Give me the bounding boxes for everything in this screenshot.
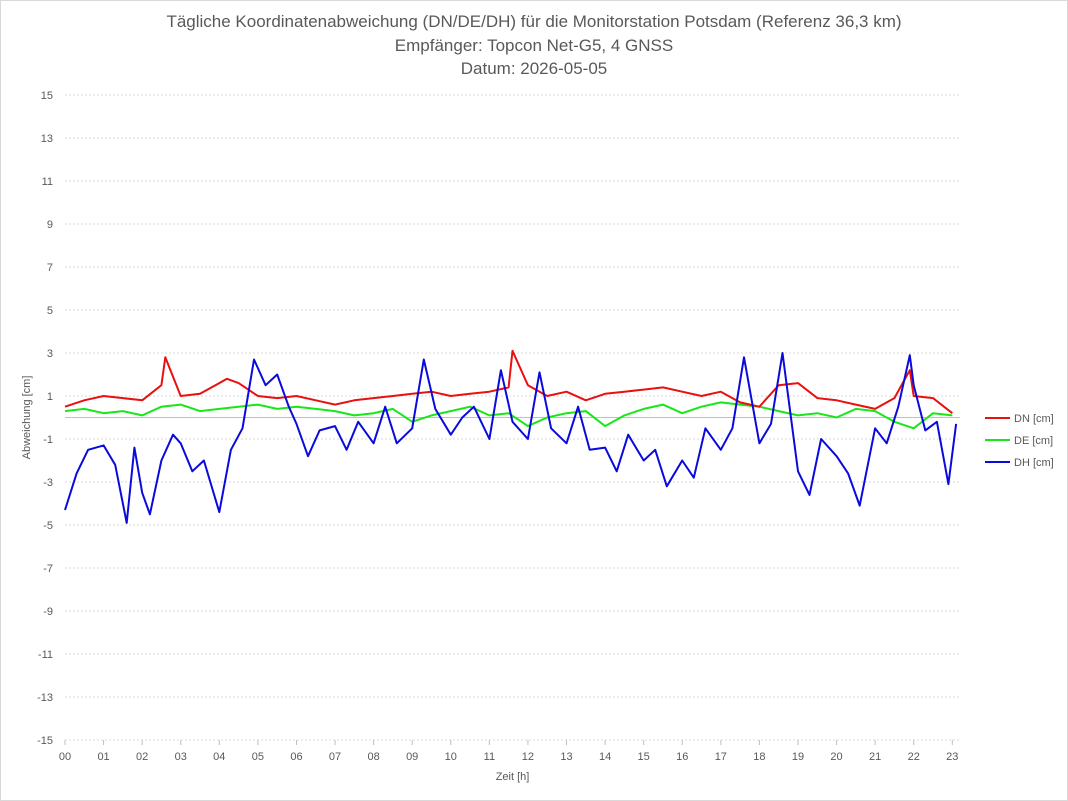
x-tick-label: 06 — [290, 751, 302, 763]
series-line-dn — [64, 349, 953, 414]
y-tick-label: -7 — [43, 563, 53, 575]
x-tick-label: 12 — [522, 751, 534, 763]
y-tick-label: 9 — [47, 219, 53, 231]
x-tick-label: 15 — [638, 751, 650, 763]
y-tick-label: 13 — [41, 133, 53, 145]
x-tick-label: 09 — [406, 751, 418, 763]
y-tick-label: -15 — [37, 735, 53, 747]
legend-label: DE [cm] — [1014, 435, 1053, 447]
x-tick-label: 02 — [136, 751, 148, 763]
y-tick-label: -1 — [43, 434, 53, 446]
y-tick-label: -9 — [43, 606, 53, 618]
x-tick-label: 22 — [908, 751, 920, 763]
x-tick-label: 04 — [213, 751, 225, 763]
y-tick-label: -5 — [43, 520, 53, 532]
y-tick-label: -13 — [37, 692, 53, 704]
x-tick-label: 11 — [484, 751, 495, 763]
legend-label: DH [cm] — [1014, 457, 1054, 469]
y-tick-label: 5 — [47, 305, 53, 317]
grid-lines — [65, 94, 960, 741]
y-tick-label: -11 — [38, 649, 53, 661]
x-tick-label: 16 — [676, 751, 688, 763]
chart-title: Tägliche Koordinatenabweichung (DN/DE/DH… — [166, 12, 902, 31]
series-line-dh — [64, 352, 958, 524]
x-tick-label: 01 — [97, 751, 109, 763]
x-tick-label: 13 — [560, 751, 572, 763]
series-lines — [64, 349, 958, 524]
y-tick-label: -3 — [43, 477, 53, 489]
legend: DN [cm] DE [cm] DH [cm] — [985, 413, 1054, 469]
x-tick-label: 00 — [59, 751, 71, 763]
x-tick-label: 17 — [715, 751, 727, 763]
y-tick-label: 15 — [41, 90, 53, 102]
y-tick-label: 11 — [42, 176, 53, 188]
x-tick-label: 14 — [599, 751, 611, 763]
chart-date: Datum: 2026-05-05 — [460, 59, 608, 78]
x-axis-ticks: 00 01 02 03 04 05 06 07 08 09 10 11 12 13 14 15 16 17 18 19… — [59, 740, 958, 763]
x-tick-label: 20 — [830, 751, 842, 763]
legend-label: DN [cm] — [1014, 413, 1054, 425]
y-axis-ticks: 15 13 11 9 7 5 3 1 -1 -3 -5 -7 -9 -11 -13 -15 — [37, 90, 53, 747]
x-tick-label: 23 — [946, 751, 958, 763]
chart-subtitle: Empfänger: Topcon Net-G5, 4 GNSS — [394, 36, 674, 55]
x-tick-label: 08 — [367, 751, 379, 763]
x-tick-label: 18 — [753, 751, 765, 763]
x-tick-label: 05 — [252, 751, 264, 763]
y-axis-label: Abweichung [cm] — [21, 376, 33, 460]
x-tick-label: 07 — [329, 751, 341, 763]
y-tick-label: 7 — [47, 262, 53, 274]
x-tick-label: 03 — [175, 751, 187, 763]
x-tick-label: 21 — [869, 751, 881, 763]
x-tick-label: 19 — [792, 751, 804, 763]
x-tick-label: 10 — [445, 751, 457, 763]
series-line-de — [64, 401, 953, 430]
y-tick-label: 1 — [47, 391, 53, 403]
x-axis-label: Zeit [h] — [496, 771, 530, 783]
y-tick-label: 3 — [47, 348, 53, 360]
